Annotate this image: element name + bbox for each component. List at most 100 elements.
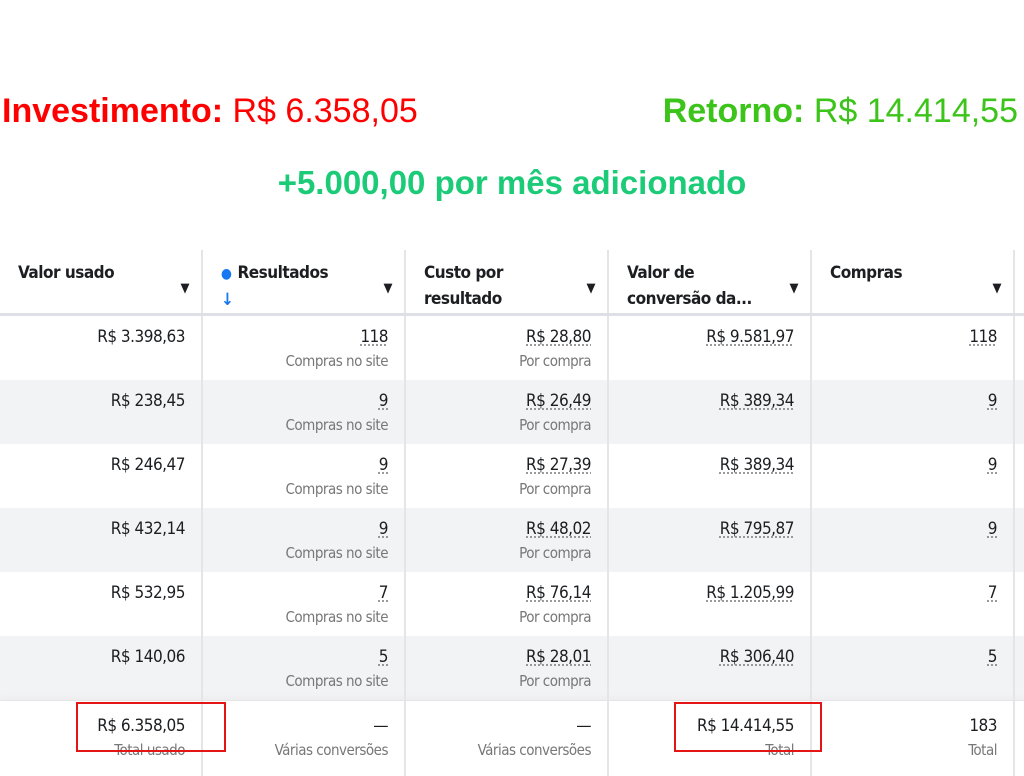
caret-down-icon[interactable]: ▼	[586, 281, 596, 296]
value[interactable]: 7	[987, 583, 998, 603]
value[interactable]: R$ 795,87	[719, 519, 795, 539]
investment-value: R$ 6.358,05	[232, 92, 418, 130]
header-valor-usado[interactable]: Valor usado ▼	[0, 250, 203, 313]
cell-custo: R$ 27,39 Por compra	[406, 444, 609, 508]
value[interactable]: R$ 48,02	[526, 519, 591, 539]
cell-compras: 9	[812, 444, 1015, 508]
table-row: R$ 432,14 9 Compras no site R$ 48,02 Por com…	[0, 508, 1024, 572]
table-row: R$ 532,95 7 Compras no site R$ 76,14 Por com…	[0, 572, 1024, 636]
table-row: R$ 246,47 9 Compras no site R$ 27,39 Por com…	[0, 444, 1024, 508]
total-compras: 183 Total	[812, 701, 1015, 776]
value[interactable]: R$ 76,14	[526, 583, 591, 603]
value: R$ 6.358,05	[97, 716, 185, 736]
value: 183	[969, 716, 997, 736]
cell-custo: R$ 26,49 Por compra	[406, 380, 609, 444]
value[interactable]: 9	[987, 455, 998, 475]
value[interactable]: R$ 9.581,97	[706, 327, 794, 347]
cell-compras: 5	[812, 636, 1015, 700]
total-custo: — Várias conversões	[406, 701, 609, 776]
cell-custo: R$ 76,14 Por compra	[406, 572, 609, 636]
value: R$ 432,14	[110, 519, 186, 539]
table-row: R$ 3.398,63 118 Compras no site R$ 28,80 Por…	[0, 316, 1024, 380]
cell-valor: R$ 432,14	[0, 508, 203, 572]
cell-conversao: R$ 306,40	[609, 636, 812, 700]
cell-valor: R$ 246,47	[0, 444, 203, 508]
cell-valor: R$ 3.398,63	[0, 316, 203, 380]
cell-resultados: 9 Compras no site	[203, 444, 406, 508]
cell-compras: 7	[812, 572, 1015, 636]
cell-valor: R$ 140,06	[0, 636, 203, 700]
value: R$ 532,95	[110, 583, 186, 603]
sub-label: Por compra	[519, 544, 591, 562]
sub-label: Compras no site	[285, 416, 389, 434]
value[interactable]: 5	[378, 647, 389, 667]
value: R$ 246,47	[110, 455, 186, 475]
value[interactable]: 9	[987, 391, 998, 411]
table-row: R$ 238,45 9 Compras no site R$ 26,49 Por com…	[0, 380, 1024, 444]
value[interactable]: R$ 389,34	[719, 455, 795, 475]
cell-valor: R$ 238,45	[0, 380, 203, 444]
results-table: Valor usado ▼ ● Resultados ↓ ▼ Custo por res…	[0, 250, 1024, 776]
value[interactable]: 9	[987, 519, 998, 539]
highlight-box-investment	[76, 702, 226, 752]
value[interactable]: R$ 306,40	[719, 647, 795, 667]
value[interactable]: R$ 27,39	[526, 455, 591, 475]
cell-compras: 9	[812, 380, 1015, 444]
value[interactable]: 118	[969, 327, 997, 347]
table-row: R$ 140,06 5 Compras no site R$ 28,01 Por com…	[0, 636, 1024, 700]
cell-conversao: R$ 795,87	[609, 508, 812, 572]
sub-label: Por compra	[519, 416, 591, 434]
sub-label: Compras no site	[285, 352, 389, 370]
highlight-box-return	[674, 702, 822, 752]
cell-resultados: 9 Compras no site	[203, 380, 406, 444]
header-conversao[interactable]: Valor de conversão da... ▼	[609, 250, 812, 313]
value[interactable]: 9	[378, 391, 389, 411]
cell-resultados: 7 Compras no site	[203, 572, 406, 636]
cell-resultados: 5 Compras no site	[203, 636, 406, 700]
cell-custo: R$ 28,80 Por compra	[406, 316, 609, 380]
value[interactable]: 7	[378, 583, 389, 603]
value: R$ 14.414,55	[696, 716, 795, 736]
value[interactable]: R$ 389,34	[719, 391, 795, 411]
sub-label: Compras no site	[285, 480, 389, 498]
header-compras[interactable]: Compras ▼	[812, 250, 1015, 313]
header-label: Custo por resultado	[424, 263, 503, 309]
cell-resultados: 9 Compras no site	[203, 508, 406, 572]
value[interactable]: R$ 1.205,99	[706, 583, 794, 603]
info-icon[interactable]: ●	[221, 266, 232, 282]
caret-down-icon[interactable]: ▼	[180, 281, 190, 296]
sub-label: Compras no site	[285, 672, 389, 690]
value[interactable]: 5	[987, 647, 998, 667]
value[interactable]: 9	[378, 519, 389, 539]
total-resultados: — Várias conversões	[203, 701, 406, 776]
value[interactable]: 118	[360, 327, 388, 347]
header-label: Valor de conversão da...	[627, 263, 752, 309]
value: R$ 140,06	[110, 647, 186, 667]
sub-label: Total	[968, 741, 997, 759]
value[interactable]: R$ 28,01	[526, 647, 591, 667]
header-resultados[interactable]: ● Resultados ↓ ▼	[203, 250, 406, 313]
sub-label: Por compra	[519, 672, 591, 690]
sub-label: Compras no site	[285, 544, 389, 562]
sub-label: Por compra	[519, 352, 591, 370]
caret-down-icon[interactable]: ▼	[383, 281, 393, 296]
sort-down-arrow-icon[interactable]: ↓	[221, 290, 234, 310]
value: —	[576, 716, 591, 736]
value[interactable]: 9	[378, 455, 389, 475]
value: —	[373, 716, 388, 736]
value[interactable]: R$ 26,49	[526, 391, 591, 411]
cell-valor: R$ 532,95	[0, 572, 203, 636]
cell-custo: R$ 48,02 Por compra	[406, 508, 609, 572]
return-label: Retorno:	[662, 92, 805, 130]
investment-label: Investimento:	[2, 92, 224, 130]
caret-down-icon[interactable]: ▼	[992, 281, 1002, 296]
subtitle: +5.000,00 por mês adicionado	[277, 164, 747, 201]
header-custo[interactable]: Custo por resultado ▼	[406, 250, 609, 313]
header-label: Resultados	[237, 263, 329, 283]
table-header: Valor usado ▼ ● Resultados ↓ ▼ Custo por res…	[0, 250, 1024, 316]
value: R$ 3.398,63	[97, 327, 185, 347]
sub-label: Por compra	[519, 608, 591, 626]
caret-down-icon[interactable]: ▼	[789, 281, 799, 296]
header-label: Valor usado	[18, 263, 115, 283]
value[interactable]: R$ 28,80	[526, 327, 591, 347]
